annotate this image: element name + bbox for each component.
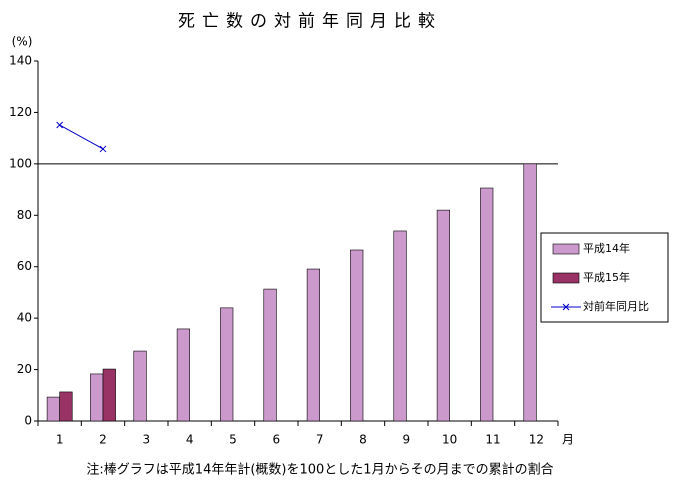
bar (523, 163, 537, 422)
bar (176, 328, 190, 422)
bar (263, 288, 277, 422)
y-tick-label: 20 (17, 362, 32, 376)
x-tick-label: 3 (143, 433, 151, 447)
bar (133, 350, 147, 422)
y-tick-label: 0 (24, 414, 32, 428)
x-tick-label: 9 (403, 433, 411, 447)
bar (220, 307, 234, 422)
legend-swatch (552, 243, 580, 255)
x-tick-label: 7 (316, 433, 324, 447)
y-tick-label: 120 (9, 105, 32, 119)
y-tick-label: 80 (17, 208, 32, 222)
legend-swatch (552, 272, 580, 284)
x-unit: 月 (562, 433, 574, 447)
line (59, 124, 104, 150)
x-tick-label: 12 (529, 433, 544, 447)
bar (436, 209, 450, 422)
line-marker (99, 145, 107, 153)
legend-label: 平成14年 (583, 241, 630, 255)
bar (102, 368, 116, 422)
x-tick-label: 6 (273, 433, 281, 447)
x-tick-label: 4 (186, 433, 194, 447)
y-tick-label: 100 (9, 156, 32, 170)
bar (306, 268, 320, 422)
bar (480, 187, 494, 422)
bar (59, 391, 73, 422)
x-tick-label: 5 (229, 433, 237, 447)
y-tick-label: 40 (17, 311, 32, 325)
x-tick-label: 1 (56, 433, 64, 447)
y-tick-label: 140 (9, 54, 32, 68)
bar (350, 249, 364, 422)
y-tick-label: 60 (17, 259, 32, 273)
x-tick-label: 2 (99, 433, 107, 447)
legend-marker (562, 303, 570, 311)
line-marker (56, 121, 64, 129)
legend-label: 平成15年 (583, 270, 630, 284)
note: 注:棒グラフは平成14年年計(概数)を100とした1月からその月までの累計の割合 (86, 462, 553, 478)
x-tick-label: 8 (359, 433, 367, 447)
bar (393, 230, 407, 422)
x-tick-label: 10 (442, 433, 457, 447)
bar (90, 373, 104, 422)
chart-title: 死亡数の対前年同月比較 (178, 12, 442, 32)
y-unit: (%) (12, 35, 33, 49)
x-tick-label: 11 (485, 433, 500, 447)
bar (46, 396, 60, 422)
legend-label: 対前年同月比 (583, 299, 649, 313)
